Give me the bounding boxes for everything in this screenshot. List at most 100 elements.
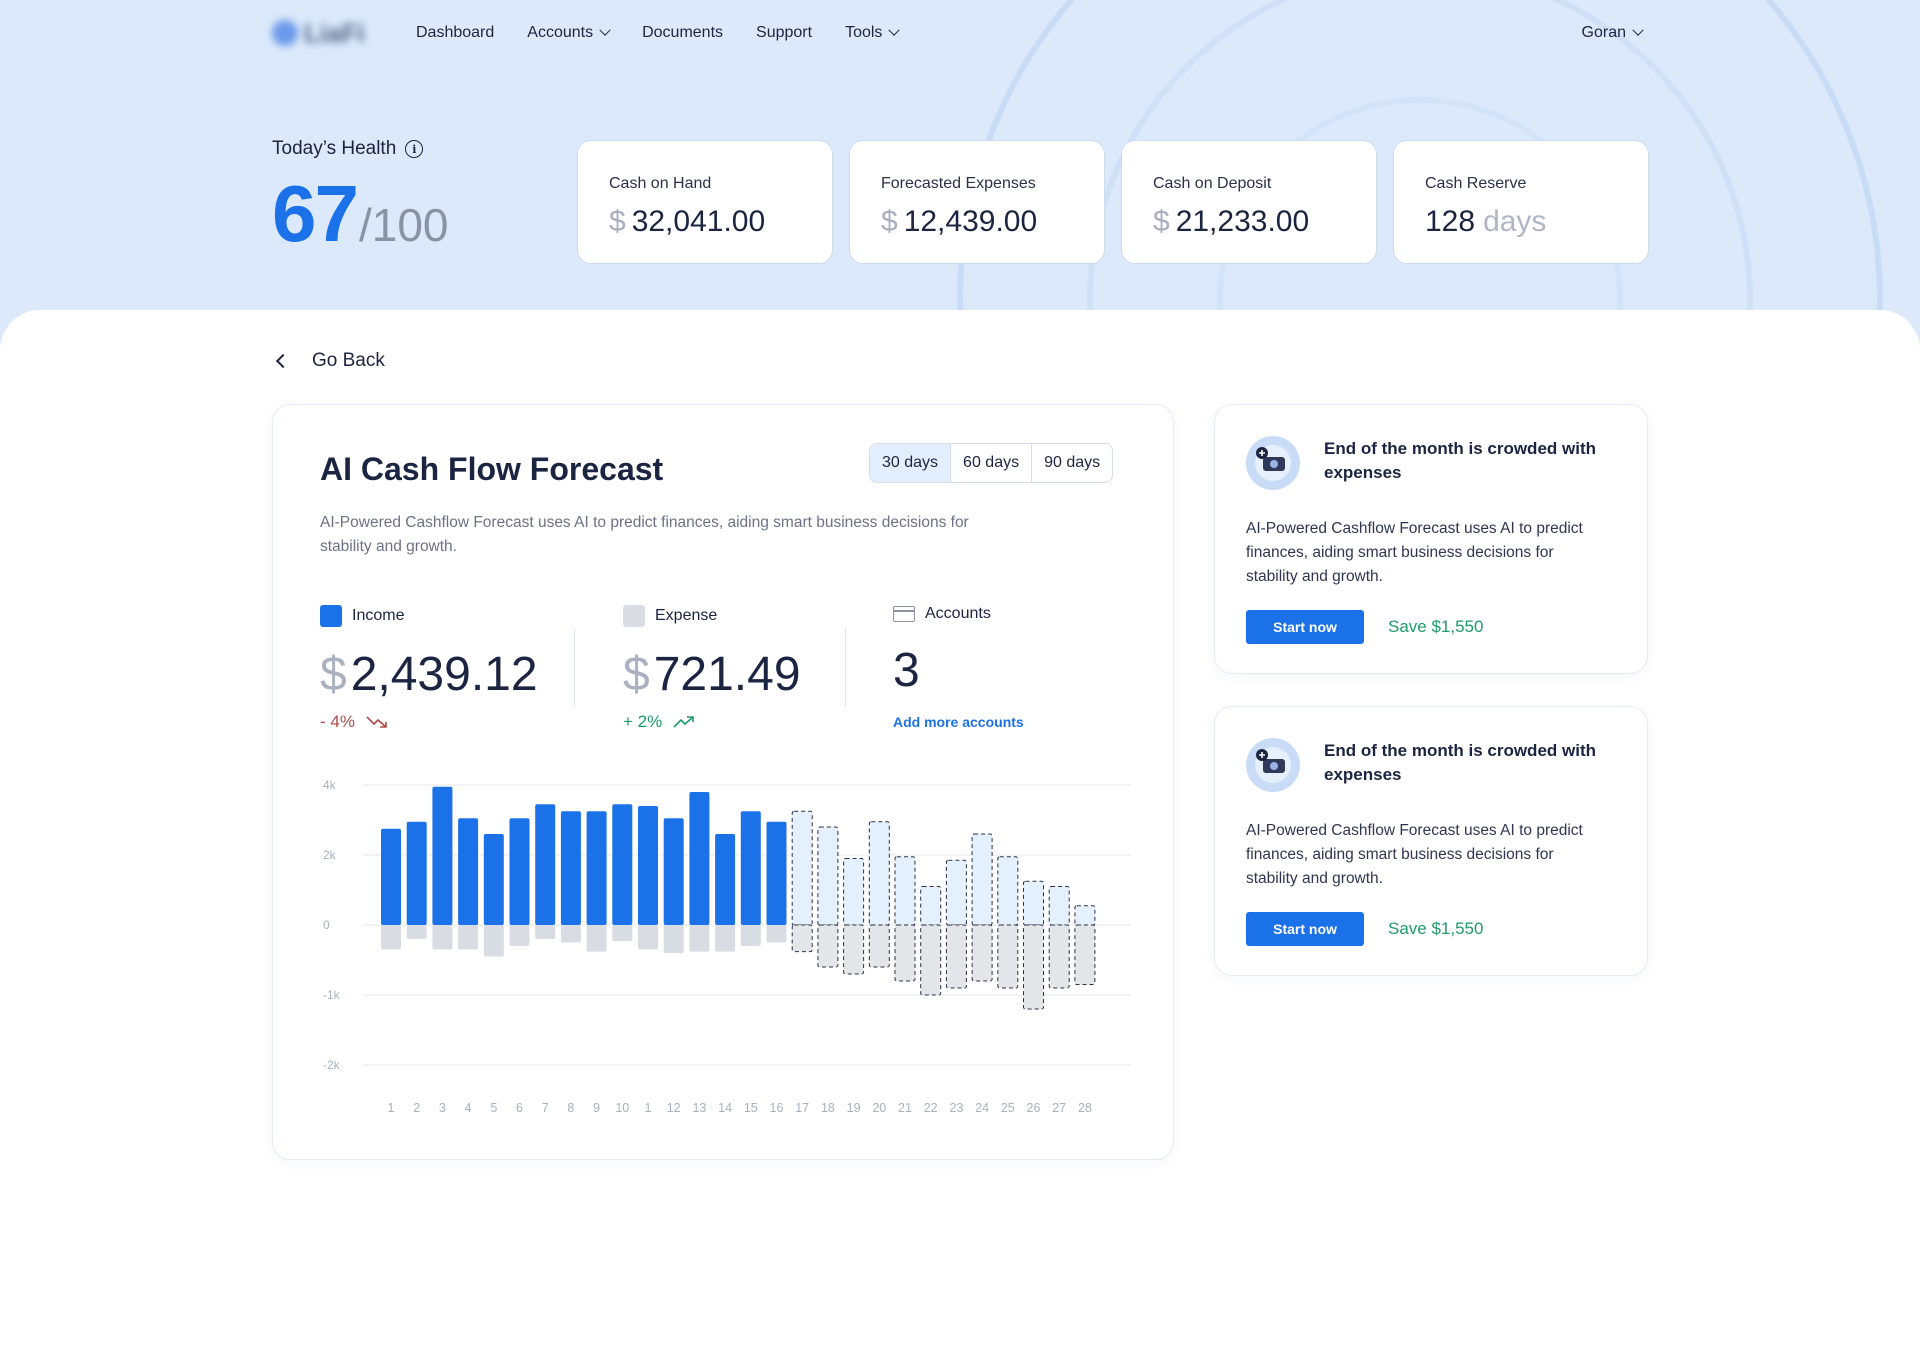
y-tick-label: 0 — [323, 918, 330, 932]
wallet-plus-icon — [1246, 436, 1300, 490]
start-now-button[interactable]: Start now — [1246, 610, 1364, 644]
insight-title: End of the month is crowded with expense… — [1324, 741, 1596, 784]
x-tick-label: 6 — [516, 1101, 523, 1115]
forecast-income-bar — [791, 810, 813, 926]
add-more-accounts-link[interactable]: Add more accounts — [893, 714, 1024, 730]
nav-documents-label: Documents — [642, 24, 724, 41]
kpi-label: Cash on Deposit — [1153, 175, 1272, 192]
x-tick-label: 16 — [770, 1101, 784, 1115]
expense-bar — [689, 925, 710, 952]
x-tick-label: 25 — [1001, 1101, 1015, 1115]
top-nav: LiaFi Dashboard Accounts Documents Suppo… — [272, 18, 1648, 48]
x-tick-label: 12 — [667, 1101, 681, 1115]
x-tick-label: 14 — [718, 1101, 732, 1115]
income-value: 2,439.12 — [350, 648, 538, 701]
kpi-amount: 21,233.00 — [1175, 205, 1310, 238]
expense-bar — [406, 925, 427, 939]
x-tick-label: 23 — [949, 1101, 963, 1115]
insight-title: End of the month is crowded with expense… — [1324, 439, 1596, 482]
insight-description: AI-Powered Cashflow Forecast uses AI to … — [1246, 520, 1583, 585]
save-amount-link[interactable]: Save $1,550 — [1388, 617, 1484, 636]
income-bar — [766, 821, 787, 925]
chevron-down-icon — [1632, 24, 1644, 36]
expense-bar — [586, 925, 607, 952]
logo-mark-icon — [272, 20, 298, 46]
wallet-plus-icon — [1246, 738, 1300, 792]
accounts-value: 3 — [893, 644, 920, 697]
expense-stat: Expense $721.49 + 2% — [623, 605, 801, 732]
kpi-label: Cash Reserve — [1425, 175, 1527, 192]
forecast-income-bar — [1048, 886, 1070, 926]
x-tick-label: 27 — [1052, 1101, 1066, 1115]
kpi-label: Cash on Hand — [609, 175, 712, 192]
forecast-expense-bar — [1023, 924, 1044, 1010]
income-stat: Income $2,439.12 - 4% — [320, 605, 538, 732]
nav-support[interactable]: Support — [756, 24, 812, 42]
nav-tools[interactable]: Tools — [845, 24, 901, 42]
income-bar — [715, 834, 736, 925]
expense-label: Expense — [655, 607, 718, 624]
stat-divider — [845, 627, 846, 707]
forecast-expense-bar — [868, 924, 890, 968]
income-bar — [406, 821, 427, 925]
x-tick-label: 19 — [847, 1101, 861, 1115]
insight-card: End of the month is crowded with expense… — [1214, 404, 1648, 674]
range-30-days[interactable]: 30 days — [870, 444, 951, 482]
expense-legend-swatch — [623, 605, 645, 627]
kpi-unit: days — [1483, 205, 1547, 238]
forecast-expense-bar — [1048, 924, 1070, 989]
income-label: Income — [352, 607, 405, 624]
currency-symbol: $ — [320, 648, 347, 701]
nav-accounts[interactable]: Accounts — [527, 24, 611, 42]
expense-bar — [432, 925, 453, 950]
forecast-expense-bar — [894, 924, 916, 982]
range-90-days[interactable]: 90 days — [1031, 444, 1112, 482]
nav-documents[interactable]: Documents — [642, 24, 723, 42]
expense-bar — [740, 925, 761, 946]
x-tick-label: 1 — [645, 1101, 652, 1115]
currency-symbol: $ — [1153, 205, 1170, 238]
expense-bar — [458, 925, 479, 950]
expense-bar — [663, 925, 684, 953]
kpi-amount: 12,439.00 — [903, 205, 1038, 238]
currency-symbol: $ — [623, 648, 650, 701]
forecast-income-bar — [868, 821, 890, 926]
forecast-income-bar — [997, 856, 1019, 926]
kpi-cash-reserve: Cash Reserve 128 days — [1393, 140, 1649, 264]
forecast-card: AI Cash Flow Forecast 30 days 60 days 90… — [272, 404, 1174, 1160]
forecast-income-bar — [920, 886, 942, 926]
chevron-down-icon — [599, 24, 611, 36]
nav-dashboard[interactable]: Dashboard — [416, 24, 494, 42]
expense-bar — [509, 925, 530, 946]
range-60-days[interactable]: 60 days — [950, 444, 1031, 482]
stat-divider — [574, 627, 575, 707]
x-tick-label: 20 — [872, 1101, 886, 1115]
health-score-panel: Today’s Health i 67 /100 — [272, 138, 449, 260]
income-change: - 4% — [320, 712, 355, 731]
forecast-expense-bar — [1074, 924, 1096, 985]
kpi-value: $12,439.00 — [881, 205, 1104, 239]
income-bar — [586, 811, 607, 925]
save-amount-link[interactable]: Save $1,550 — [1388, 919, 1484, 938]
go-back-link[interactable]: Go Back — [272, 350, 385, 372]
x-tick-label: 13 — [692, 1101, 706, 1115]
chevron-down-icon — [888, 24, 901, 36]
x-tick-label: 5 — [490, 1101, 497, 1115]
income-bar — [612, 804, 633, 925]
expense-value: 721.49 — [653, 648, 801, 701]
nav-support-label: Support — [756, 24, 813, 41]
logo[interactable]: LiaFi — [272, 18, 382, 48]
health-title-text: Today’s Health — [272, 138, 397, 159]
income-bar — [663, 818, 684, 925]
insight-card: End of the month is crowded with expense… — [1214, 706, 1648, 976]
forecast-expense-bar — [817, 924, 839, 968]
expense-bar — [483, 925, 504, 957]
user-menu[interactable]: Goran — [1582, 24, 1644, 42]
health-score: 67 /100 — [272, 168, 449, 260]
info-icon[interactable]: i — [405, 140, 424, 158]
start-now-button[interactable]: Start now — [1246, 912, 1364, 946]
income-bar — [509, 818, 530, 925]
expense-bar — [381, 925, 401, 950]
insight-description: AI-Powered Cashflow Forecast uses AI to … — [1246, 822, 1583, 887]
income-bar — [740, 811, 761, 925]
